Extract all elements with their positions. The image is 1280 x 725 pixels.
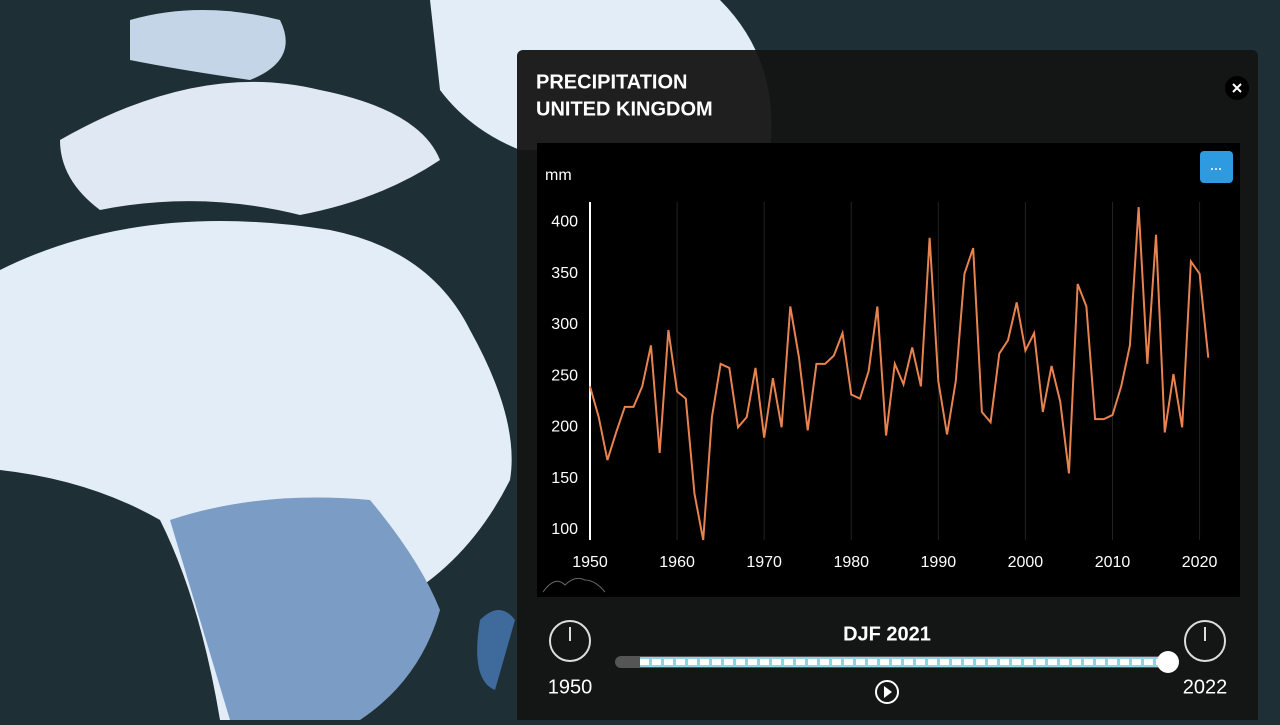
x-tick-label: 1980 bbox=[833, 554, 869, 571]
madagascar bbox=[477, 610, 515, 690]
x-tick-label: 2010 bbox=[1095, 554, 1131, 571]
y-tick-label: 400 bbox=[551, 214, 578, 231]
x-tick-label: 1960 bbox=[659, 554, 695, 571]
y-tick-label: 250 bbox=[551, 367, 578, 384]
x-tick-label: 1950 bbox=[572, 554, 608, 571]
play-button[interactable] bbox=[875, 680, 899, 704]
y-tick-label: 100 bbox=[551, 521, 578, 538]
play-icon bbox=[884, 686, 892, 698]
map bbox=[0, 0, 772, 720]
slider-label: DJF 2021 bbox=[843, 623, 931, 645]
menu-button[interactable] bbox=[1200, 151, 1233, 183]
central-africa bbox=[170, 497, 440, 720]
x-tick-label: 1970 bbox=[746, 554, 782, 571]
mini-icon bbox=[542, 577, 606, 593]
start-clock[interactable] bbox=[549, 620, 591, 662]
x-tick-label: 2020 bbox=[1182, 554, 1218, 571]
data-line bbox=[589, 207, 1210, 541]
europe bbox=[60, 81, 440, 215]
slider-start: 1950 bbox=[548, 676, 593, 698]
y-tick-label: 350 bbox=[551, 265, 578, 282]
y-axis-label: mm bbox=[545, 167, 572, 184]
slider: DJF 2021 1950 2022 bbox=[548, 620, 1228, 704]
end-clock[interactable] bbox=[1184, 620, 1226, 662]
close-icon bbox=[1232, 83, 1242, 93]
x-tick-label: 2000 bbox=[1008, 554, 1044, 571]
chart-area bbox=[537, 143, 1240, 597]
y-tick-label: 150 bbox=[551, 470, 578, 487]
panel-subtitle: UNITED KINGDOM bbox=[536, 98, 713, 120]
slider-end: 2022 bbox=[1183, 676, 1228, 698]
x-tick-label: 1990 bbox=[921, 554, 957, 571]
panel-title: PRECIPITATION bbox=[536, 71, 687, 93]
scandinavia bbox=[130, 10, 286, 80]
slider-handle[interactable] bbox=[1157, 651, 1179, 673]
y-tick-label: 300 bbox=[551, 316, 578, 333]
y-tick-label: 200 bbox=[551, 419, 578, 436]
